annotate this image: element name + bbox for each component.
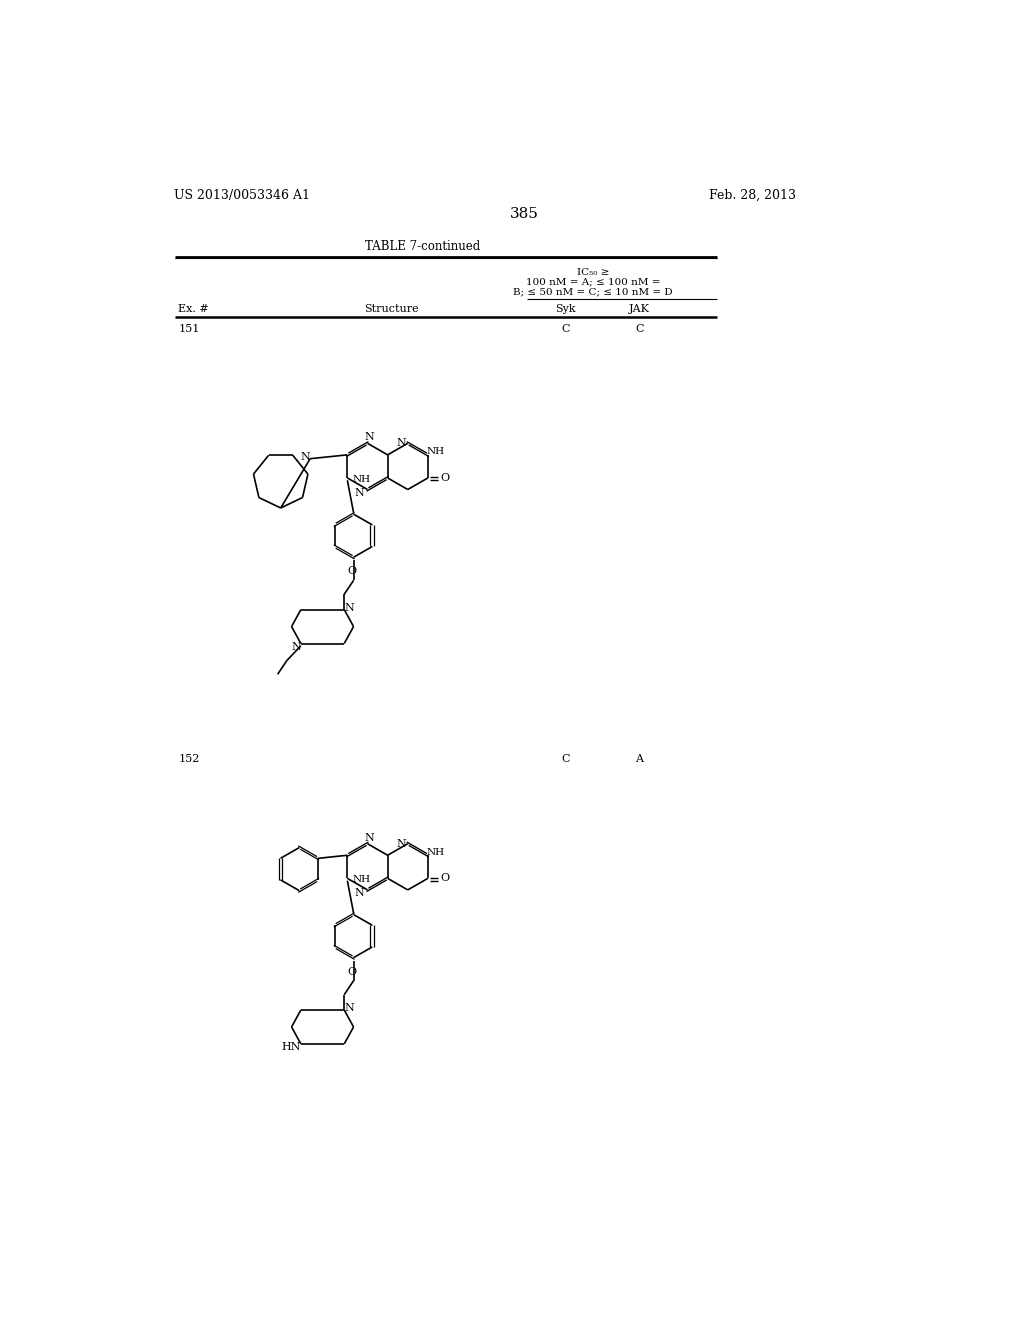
Text: Ex. #: Ex. # xyxy=(178,305,209,314)
Text: N: N xyxy=(292,642,301,652)
Text: 100 nM = A; ≤ 100 nM =: 100 nM = A; ≤ 100 nM = xyxy=(525,279,660,286)
Text: IC₅₀ ≥: IC₅₀ ≥ xyxy=(577,268,609,277)
Text: N: N xyxy=(355,487,365,498)
Text: C: C xyxy=(561,754,570,764)
Text: C: C xyxy=(635,325,644,334)
Text: 152: 152 xyxy=(178,754,200,764)
Text: NH: NH xyxy=(352,875,371,884)
Text: O: O xyxy=(440,473,450,483)
Text: C: C xyxy=(561,325,570,334)
Text: O: O xyxy=(440,874,450,883)
Text: N: N xyxy=(365,833,374,842)
Text: TABLE 7-continued: TABLE 7-continued xyxy=(365,240,480,253)
Text: HN: HN xyxy=(282,1041,301,1052)
Text: Structure: Structure xyxy=(365,305,419,314)
Text: Feb. 28, 2013: Feb. 28, 2013 xyxy=(710,189,797,202)
Text: NH: NH xyxy=(427,847,444,857)
Text: N: N xyxy=(396,838,407,849)
Text: US 2013/0053346 A1: US 2013/0053346 A1 xyxy=(174,189,310,202)
Text: A: A xyxy=(636,754,643,764)
Text: JAK: JAK xyxy=(629,305,650,314)
Text: N: N xyxy=(301,453,310,462)
Text: B; ≤ 50 nM = C; ≤ 10 nM = D: B; ≤ 50 nM = C; ≤ 10 nM = D xyxy=(513,288,673,297)
Text: N: N xyxy=(344,603,353,612)
Text: O: O xyxy=(347,566,356,576)
Text: N: N xyxy=(365,432,374,442)
Text: Syk: Syk xyxy=(556,305,577,314)
Text: NH: NH xyxy=(427,447,444,457)
Text: O: O xyxy=(347,966,356,977)
Text: NH: NH xyxy=(352,475,371,484)
Text: 151: 151 xyxy=(178,325,200,334)
Text: 385: 385 xyxy=(510,207,540,220)
Text: N: N xyxy=(344,1003,353,1014)
Text: N: N xyxy=(355,888,365,898)
Text: N: N xyxy=(396,438,407,449)
